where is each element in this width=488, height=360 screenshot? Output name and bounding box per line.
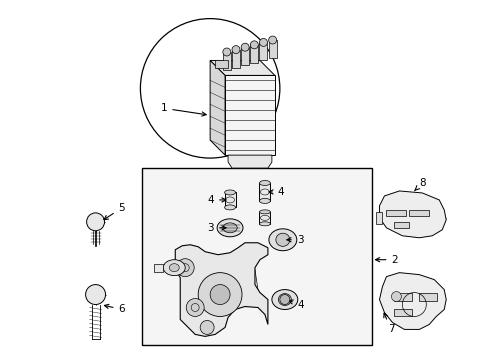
Ellipse shape (259, 180, 270, 185)
Text: 3: 3 (207, 223, 225, 233)
Polygon shape (175, 243, 267, 336)
Bar (241, 47, 248, 65)
Text: 4: 4 (288, 300, 304, 310)
Text: 6: 6 (104, 304, 125, 315)
Bar (386, 210, 406, 216)
Bar (268, 40, 276, 58)
Bar (259, 183, 270, 201)
Polygon shape (227, 155, 271, 168)
Bar (408, 210, 428, 216)
Ellipse shape (163, 260, 185, 276)
Polygon shape (379, 191, 446, 238)
Circle shape (223, 48, 230, 56)
Text: 5: 5 (104, 203, 125, 220)
Bar (259, 212, 270, 224)
Text: 4: 4 (207, 195, 225, 205)
Bar (142, 168, 371, 345)
Polygon shape (210, 60, 274, 75)
Circle shape (186, 298, 203, 316)
Circle shape (198, 273, 242, 316)
Ellipse shape (259, 210, 270, 214)
Ellipse shape (224, 190, 235, 195)
Circle shape (259, 39, 267, 46)
Ellipse shape (223, 223, 237, 233)
Ellipse shape (268, 229, 296, 251)
Bar (224, 193, 235, 207)
Circle shape (268, 36, 276, 44)
Circle shape (241, 43, 248, 51)
Circle shape (231, 46, 240, 54)
Text: 7: 7 (383, 313, 394, 334)
Bar (376, 212, 382, 224)
Bar (154, 264, 163, 272)
Bar (231, 50, 240, 68)
Bar (223, 52, 230, 70)
Ellipse shape (259, 198, 270, 203)
Bar (394, 222, 408, 228)
Text: 8: 8 (414, 178, 425, 191)
Ellipse shape (271, 289, 297, 310)
Circle shape (140, 19, 279, 158)
Ellipse shape (275, 233, 289, 246)
Bar (259, 42, 267, 60)
Ellipse shape (169, 264, 179, 272)
Circle shape (176, 259, 194, 276)
Circle shape (390, 292, 401, 302)
Circle shape (250, 41, 258, 49)
Ellipse shape (224, 205, 235, 210)
Text: 1: 1 (161, 103, 206, 116)
Bar (394, 293, 411, 301)
Polygon shape (379, 273, 446, 329)
Ellipse shape (278, 293, 291, 306)
Circle shape (86, 213, 104, 231)
Bar (394, 309, 411, 316)
Text: 2: 2 (375, 255, 397, 265)
Bar (419, 293, 436, 301)
Ellipse shape (217, 219, 243, 237)
Bar (250, 45, 258, 63)
Text: 3: 3 (286, 235, 303, 245)
Circle shape (279, 294, 289, 305)
Circle shape (85, 285, 105, 305)
Polygon shape (215, 60, 227, 68)
Circle shape (210, 285, 229, 305)
Polygon shape (210, 60, 224, 155)
Ellipse shape (259, 222, 270, 226)
Text: 4: 4 (268, 187, 284, 197)
Circle shape (200, 320, 214, 334)
Polygon shape (224, 75, 274, 155)
